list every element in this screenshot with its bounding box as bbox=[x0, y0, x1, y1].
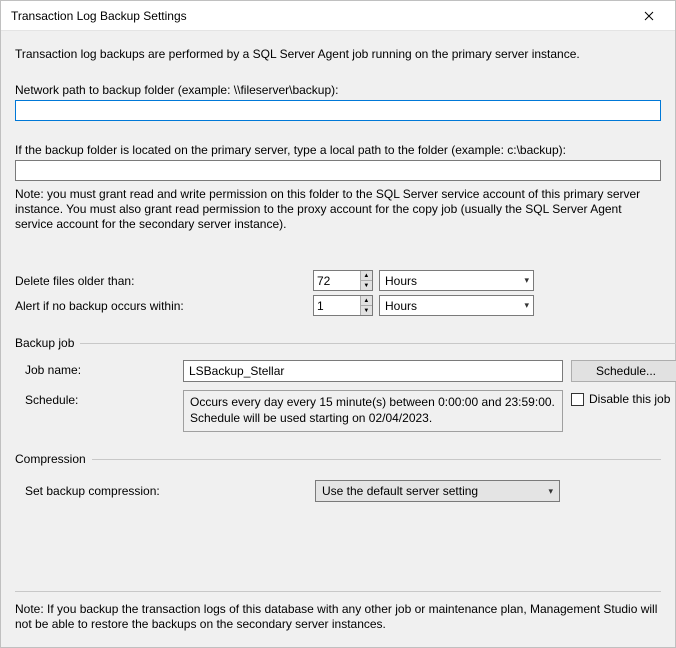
delete-files-unit: Hours bbox=[385, 274, 417, 288]
close-button[interactable] bbox=[629, 2, 669, 30]
alert-spinner[interactable]: ▲ ▼ bbox=[313, 295, 373, 316]
disable-job-checkbox-wrap[interactable]: Disable this job bbox=[571, 390, 676, 406]
local-path-label: If the backup folder is located on the p… bbox=[15, 143, 661, 157]
schedule-label: Schedule: bbox=[25, 390, 175, 407]
job-name-label: Job name: bbox=[25, 360, 175, 377]
spin-down-icon[interactable]: ▼ bbox=[361, 281, 372, 290]
spinner-buttons[interactable]: ▲ ▼ bbox=[360, 271, 372, 290]
backup-job-legend: Backup job bbox=[15, 336, 80, 350]
delete-files-label: Delete files older than: bbox=[15, 274, 313, 288]
alert-unit-combo[interactable]: Hours ▾ bbox=[379, 295, 534, 316]
chevron-down-icon: ▾ bbox=[524, 300, 529, 311]
disable-job-label: Disable this job bbox=[589, 392, 670, 406]
compression-value: Use the default server setting bbox=[322, 484, 478, 498]
window-title: Transaction Log Backup Settings bbox=[11, 9, 187, 23]
compression-combo[interactable]: Use the default server setting ▾ bbox=[315, 480, 560, 502]
delete-files-row: Delete files older than: ▲ ▼ Hours ▾ bbox=[15, 270, 661, 291]
alert-unit: Hours bbox=[385, 299, 417, 313]
compression-label: Set backup compression: bbox=[25, 484, 315, 498]
job-name-input[interactable] bbox=[183, 360, 563, 382]
spin-up-icon[interactable]: ▲ bbox=[361, 296, 372, 306]
backup-job-group: Backup job Job name: Schedule... Schedul… bbox=[15, 336, 676, 432]
spinner-buttons[interactable]: ▲ ▼ bbox=[360, 296, 372, 315]
titlebar: Transaction Log Backup Settings bbox=[1, 1, 675, 31]
delete-files-unit-combo[interactable]: Hours ▾ bbox=[379, 270, 534, 291]
chevron-down-icon: ▾ bbox=[548, 486, 553, 497]
disable-job-checkbox[interactable] bbox=[571, 393, 584, 406]
permission-note: Note: you must grant read and write perm… bbox=[15, 187, 661, 232]
network-path-label: Network path to backup folder (example: … bbox=[15, 83, 661, 97]
chevron-down-icon: ▾ bbox=[524, 275, 529, 286]
compression-legend: Compression bbox=[15, 452, 92, 466]
delete-files-spinner[interactable]: ▲ ▼ bbox=[313, 270, 373, 291]
dialog-content: Transaction log backups are performed by… bbox=[1, 31, 675, 647]
intro-text: Transaction log backups are performed by… bbox=[15, 47, 661, 61]
alert-label: Alert if no backup occurs within: bbox=[15, 299, 313, 313]
schedule-text: Occurs every day every 15 minute(s) betw… bbox=[183, 390, 563, 432]
close-icon bbox=[644, 11, 654, 21]
footer-note: Note: If you backup the transaction logs… bbox=[15, 591, 661, 633]
network-path-input[interactable] bbox=[15, 100, 661, 121]
alert-row: Alert if no backup occurs within: ▲ ▼ Ho… bbox=[15, 295, 661, 316]
delete-files-value[interactable] bbox=[314, 271, 360, 290]
local-path-input[interactable] bbox=[15, 160, 661, 181]
spin-up-icon[interactable]: ▲ bbox=[361, 271, 372, 281]
schedule-button[interactable]: Schedule... bbox=[571, 360, 676, 382]
spin-down-icon[interactable]: ▼ bbox=[361, 306, 372, 315]
alert-value[interactable] bbox=[314, 296, 360, 315]
compression-group: Compression Set backup compression: Use … bbox=[15, 452, 661, 502]
